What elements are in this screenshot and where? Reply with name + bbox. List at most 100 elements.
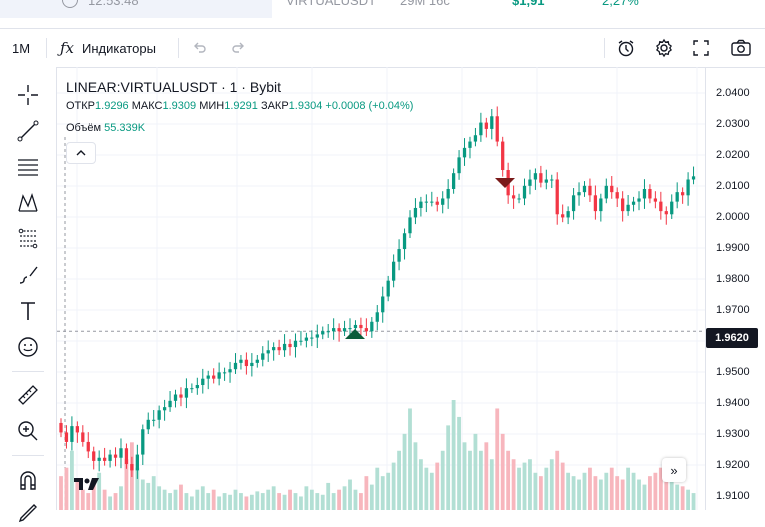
interval-button[interactable]: 1М (12, 29, 30, 67)
open-label: ОТКР (66, 100, 96, 112)
volume-bar (375, 467, 380, 510)
volume-bar (511, 459, 516, 510)
pattern-tool[interactable] (14, 189, 42, 217)
candle-body (648, 188, 652, 199)
volume-bar (348, 479, 352, 510)
candle-body (146, 419, 150, 430)
crosshair-tool[interactable] (14, 81, 42, 109)
text-tool[interactable] (14, 297, 42, 325)
volume-bar (549, 459, 554, 510)
volume-bar (473, 433, 478, 510)
candle-body (141, 429, 145, 455)
volume-bar (626, 467, 631, 510)
collapse-legend-button[interactable] (66, 142, 96, 164)
redo-button[interactable] (230, 29, 246, 67)
candlestick-chart[interactable] (57, 67, 705, 510)
volume-bar (239, 493, 243, 510)
candle-body (686, 179, 690, 196)
volume-bar (577, 479, 581, 510)
candle-body (255, 359, 259, 363)
candle-body (206, 375, 210, 379)
low-label: МИН (199, 100, 225, 112)
symbol-title[interactable]: LINEAR:VIRTUALUSDT · 1 · Bybit (66, 79, 281, 95)
candle-body (386, 280, 390, 297)
candle-body (479, 122, 483, 136)
candle-body (555, 179, 559, 215)
candle-body (451, 173, 456, 189)
candle-body (599, 198, 603, 212)
candle-body (637, 198, 641, 202)
volume-bar (75, 479, 80, 510)
volume-bar (331, 493, 336, 510)
sell-marker (495, 178, 515, 188)
candle-body (490, 116, 494, 129)
volume-bar (211, 489, 216, 510)
emoji-tool[interactable] (14, 333, 42, 361)
candle-body (495, 116, 499, 142)
candle-body (675, 192, 679, 202)
volume-bar (418, 459, 423, 510)
settings-button[interactable] (654, 29, 674, 67)
candle-body (582, 185, 587, 193)
candle-body (228, 369, 232, 373)
zoom-tool[interactable] (14, 417, 42, 445)
price-tick-label: 1.9500 (716, 366, 750, 378)
candle-body (272, 347, 276, 351)
redo-icon (232, 42, 244, 53)
xabcd-pattern-icon (18, 192, 38, 212)
candle-body (102, 457, 107, 461)
smiley-icon (18, 337, 38, 357)
alert-button[interactable] (616, 29, 636, 67)
chart-legend: LINEAR:VIRTUALUSDT · 1 · Bybit (66, 79, 281, 95)
volume-bar (113, 493, 118, 510)
candle-body (511, 195, 516, 199)
text-icon (21, 302, 35, 320)
fullscreen-button[interactable] (692, 29, 710, 67)
volume-bar (364, 476, 369, 510)
magnet-tool[interactable] (14, 467, 42, 495)
candle-body (337, 328, 341, 332)
candle-body (168, 400, 172, 408)
high-label: МАКС (131, 100, 163, 112)
candle-body (561, 214, 565, 218)
ticker-time: 12:53:48 (88, 0, 139, 8)
volume-bar (162, 489, 167, 510)
volume-bar (168, 493, 172, 510)
candle-body (239, 359, 243, 363)
fib-tool[interactable] (14, 225, 42, 253)
ticker-symbol: VIRTUALUSDT (286, 0, 377, 8)
trend-line-tool[interactable] (14, 117, 42, 145)
volume-bar (157, 486, 162, 510)
volume-bar (440, 450, 445, 510)
price-scale[interactable]: 2.0400 2.0300 2.0200 2.0100 2.0000 1.9900 1.98… (705, 67, 765, 510)
candle-body (179, 394, 183, 398)
volume-bar (669, 479, 674, 510)
screenshot-button[interactable] (730, 29, 752, 67)
scroll-to-realtime-button[interactable]: » (662, 458, 686, 482)
volume-bar (217, 496, 222, 510)
volume-bar (604, 472, 609, 510)
brush-tool[interactable] (14, 261, 42, 289)
candle-body (631, 201, 636, 205)
ruler-tool[interactable] (14, 381, 42, 409)
chart-area[interactable] (57, 67, 705, 510)
drawing-toolbar (0, 67, 57, 523)
volume-bar (140, 479, 145, 510)
volume-bar (353, 489, 358, 510)
candle-body (571, 195, 576, 212)
candle-body (397, 249, 401, 262)
volume-bar (588, 467, 592, 510)
candle-body (681, 192, 685, 196)
tradingview-logo[interactable] (74, 476, 100, 497)
candle-body (522, 185, 527, 199)
undo-button[interactable] (192, 29, 208, 67)
volume-bar (429, 472, 434, 510)
pencil-tool[interactable] (14, 499, 42, 527)
horizontal-lines-tool[interactable] (14, 153, 42, 181)
candle-body (261, 353, 265, 360)
indicators-button[interactable]: ƒx Индикаторы (60, 29, 156, 67)
candle-body (310, 337, 314, 339)
close-label: ЗАКР (260, 100, 289, 112)
candle-body (332, 328, 336, 332)
volume-bar (271, 486, 276, 510)
